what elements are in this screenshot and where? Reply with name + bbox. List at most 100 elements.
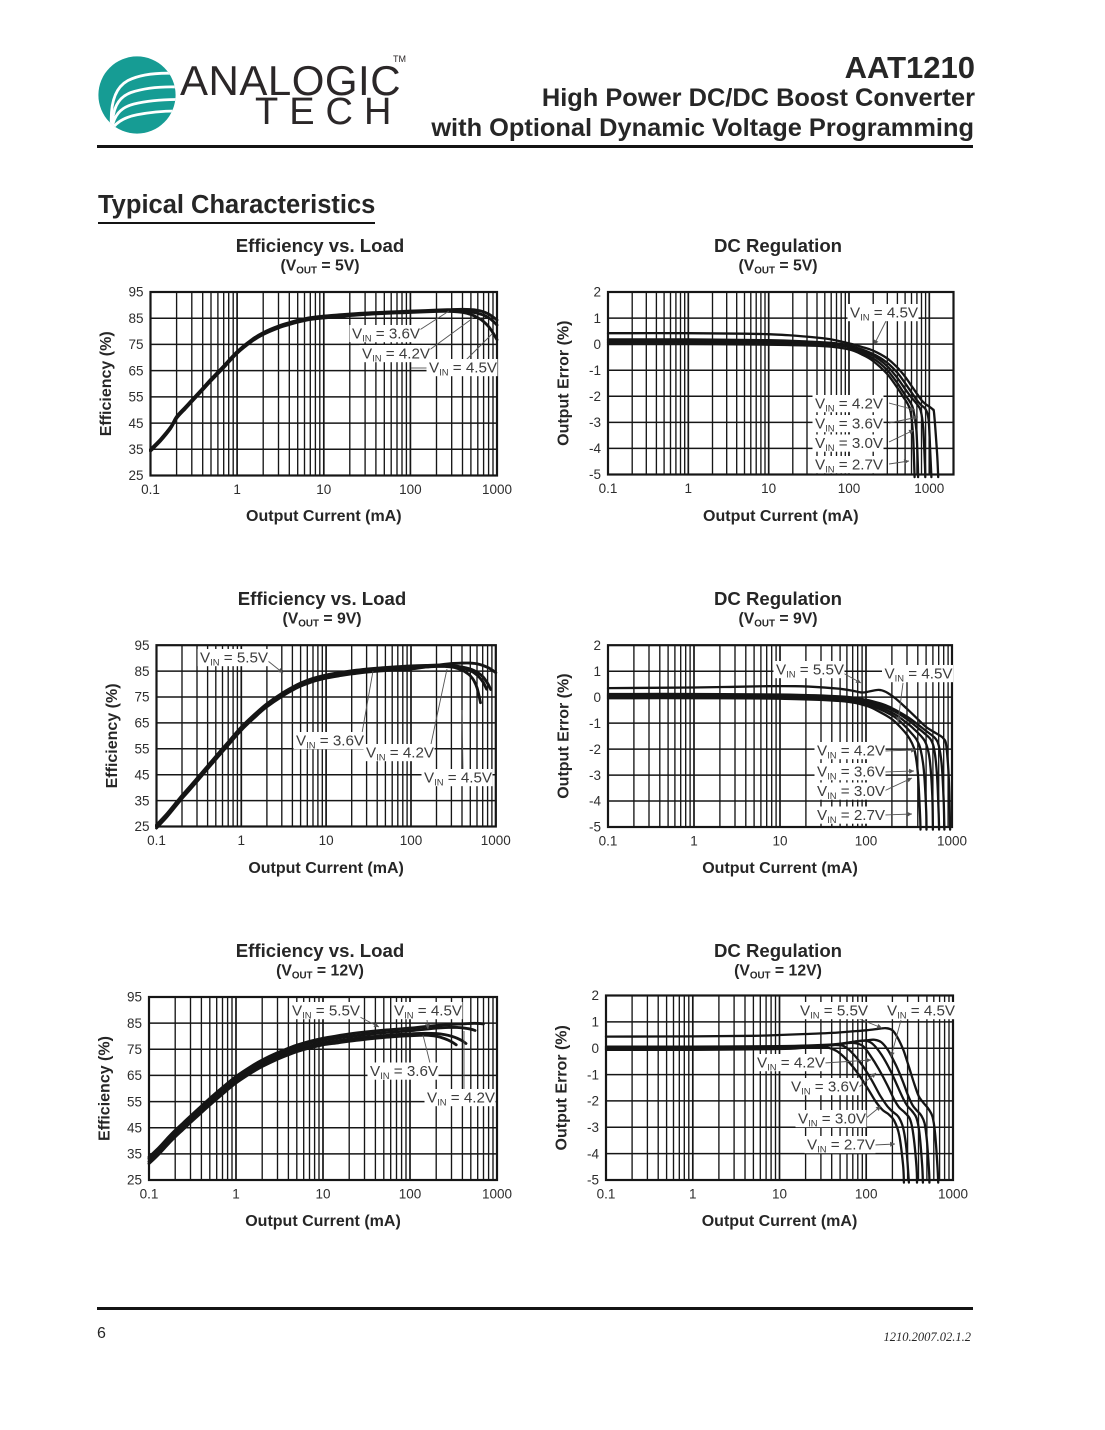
svg-text:100: 100: [838, 481, 861, 496]
svg-text:10: 10: [319, 833, 334, 848]
svg-text:DC Regulation: DC Regulation: [714, 940, 842, 961]
svg-text:55: 55: [128, 390, 143, 405]
svg-text:-1: -1: [587, 1067, 599, 1082]
svg-text:65: 65: [128, 363, 143, 378]
svg-text:VIN = 4.5V: VIN = 4.5V: [424, 769, 493, 787]
svg-text:0.1: 0.1: [147, 833, 166, 848]
svg-text:DC Regulation: DC Regulation: [714, 235, 842, 256]
svg-text:1000: 1000: [914, 481, 944, 496]
svg-text:1: 1: [238, 833, 246, 848]
svg-text:(VOUT = 12V): (VOUT = 12V): [734, 963, 822, 982]
svg-text:10: 10: [772, 1187, 787, 1202]
svg-text:DC Regulation: DC Regulation: [714, 588, 842, 609]
svg-text:1000: 1000: [937, 834, 967, 849]
svg-text:65: 65: [127, 1068, 142, 1083]
svg-text:95: 95: [128, 285, 143, 300]
svg-text:-5: -5: [589, 467, 601, 482]
svg-text:-3: -3: [589, 768, 601, 783]
svg-text:1: 1: [232, 1187, 240, 1202]
svg-text:95: 95: [127, 990, 142, 1005]
svg-text:1: 1: [689, 1187, 697, 1202]
svg-text:-3: -3: [589, 415, 601, 430]
svg-text:-4: -4: [589, 794, 601, 809]
svg-text:VIN = 3.6V: VIN = 3.6V: [370, 1063, 439, 1081]
svg-text:100: 100: [399, 1187, 422, 1202]
svg-text:45: 45: [128, 416, 143, 431]
svg-text:Efficiency (%): Efficiency (%): [98, 331, 115, 436]
svg-text:75: 75: [134, 690, 149, 705]
svg-text:75: 75: [127, 1042, 142, 1057]
svg-text:VIN = 5.5V: VIN = 5.5V: [292, 1002, 361, 1020]
svg-text:-2: -2: [589, 742, 601, 757]
svg-text:Output Current (mA): Output Current (mA): [248, 860, 404, 877]
svg-text:2: 2: [591, 988, 599, 1003]
svg-text:1: 1: [690, 834, 698, 849]
svg-text:1000: 1000: [482, 1187, 512, 1202]
svg-text:85: 85: [127, 1016, 142, 1031]
svg-text:0.1: 0.1: [141, 482, 160, 497]
svg-text:25: 25: [127, 1173, 142, 1188]
svg-text:-2: -2: [589, 389, 601, 404]
svg-text:Output Current (mA): Output Current (mA): [702, 860, 858, 877]
svg-text:0: 0: [593, 690, 601, 705]
svg-text:95: 95: [134, 638, 149, 653]
svg-text:Output Current (mA): Output Current (mA): [703, 508, 859, 525]
svg-text:1: 1: [233, 482, 241, 497]
svg-text:1000: 1000: [481, 833, 511, 848]
svg-text:1: 1: [593, 664, 601, 679]
svg-text:1000: 1000: [482, 482, 512, 497]
svg-text:55: 55: [134, 742, 149, 757]
svg-text:-1: -1: [589, 363, 601, 378]
svg-text:-1: -1: [589, 716, 601, 731]
svg-text:Efficiency vs. Load: Efficiency vs. Load: [238, 588, 406, 609]
svg-text:65: 65: [134, 716, 149, 731]
svg-text:10: 10: [315, 1187, 330, 1202]
svg-text:1: 1: [591, 1015, 599, 1030]
svg-text:-5: -5: [587, 1173, 599, 1188]
svg-text:45: 45: [134, 767, 149, 782]
svg-text:85: 85: [134, 664, 149, 679]
svg-text:Output Error (%): Output Error (%): [554, 1025, 571, 1150]
svg-text:(VOUT = 5V): (VOUT = 5V): [738, 258, 817, 277]
svg-text:(VOUT = 9V): (VOUT = 9V): [282, 611, 361, 630]
svg-text:Output Error (%): Output Error (%): [556, 321, 573, 446]
svg-text:35: 35: [127, 1147, 142, 1162]
svg-text:Output Current (mA): Output Current (mA): [246, 508, 402, 525]
svg-text:0.1: 0.1: [599, 834, 618, 849]
svg-text:Efficiency vs. Load: Efficiency vs. Load: [236, 940, 404, 961]
svg-text:Efficiency (%): Efficiency (%): [104, 683, 121, 788]
svg-text:100: 100: [855, 834, 878, 849]
svg-text:-3: -3: [587, 1120, 599, 1135]
svg-text:0: 0: [591, 1041, 599, 1056]
svg-text:85: 85: [128, 311, 143, 326]
svg-text:55: 55: [127, 1094, 142, 1109]
svg-text:(VOUT = 9V): (VOUT = 9V): [738, 611, 817, 630]
svg-text:10: 10: [316, 482, 331, 497]
svg-text:0.1: 0.1: [597, 1187, 616, 1202]
svg-text:-4: -4: [587, 1146, 599, 1161]
svg-text:100: 100: [399, 482, 422, 497]
svg-text:-4: -4: [589, 441, 601, 456]
svg-text:2: 2: [593, 638, 601, 653]
svg-text:75: 75: [128, 337, 143, 352]
svg-text:0.1: 0.1: [599, 481, 618, 496]
svg-text:(VOUT = 5V): (VOUT = 5V): [280, 258, 359, 277]
svg-text:100: 100: [855, 1187, 878, 1202]
svg-text:-5: -5: [589, 820, 601, 835]
svg-text:35: 35: [128, 442, 143, 457]
svg-text:0.1: 0.1: [140, 1187, 159, 1202]
svg-text:(VOUT = 12V): (VOUT = 12V): [276, 963, 364, 982]
svg-text:1000: 1000: [938, 1187, 968, 1202]
svg-text:1: 1: [593, 311, 601, 326]
svg-text:1: 1: [685, 481, 693, 496]
svg-text:Output Current (mA): Output Current (mA): [245, 1213, 401, 1230]
svg-text:25: 25: [128, 468, 143, 483]
svg-text:10: 10: [761, 481, 776, 496]
svg-text:100: 100: [400, 833, 423, 848]
svg-text:45: 45: [127, 1120, 142, 1135]
svg-text:Output Error (%): Output Error (%): [556, 673, 573, 798]
svg-text:Efficiency vs. Load: Efficiency vs. Load: [236, 235, 404, 256]
svg-text:Efficiency (%): Efficiency (%): [97, 1036, 114, 1141]
svg-text:25: 25: [134, 819, 149, 834]
svg-text:Output Current (mA): Output Current (mA): [702, 1213, 858, 1230]
